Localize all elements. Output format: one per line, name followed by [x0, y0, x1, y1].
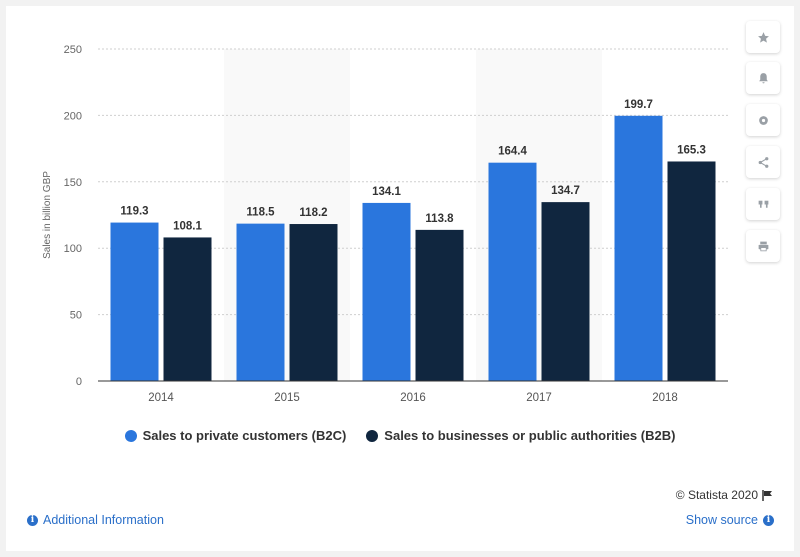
value-label-b2b-2015: 118.2 [299, 207, 327, 219]
bar-b2c-2015 [236, 223, 285, 381]
bar-chart: 0 50 100 150 200 250 Sales in billion GBP 119… [42, 44, 728, 404]
value-label-b2c-2015: 118.5 [246, 207, 275, 219]
legend-swatch-b2b [366, 429, 379, 442]
show-source-link[interactable]: Show source i [686, 513, 774, 527]
print-icon [758, 241, 768, 251]
bar-b2c-2017 [488, 162, 537, 381]
legend-item-b2b[interactable]: Sales to businesses or public authoritie… [366, 428, 675, 443]
y-tick-label-100: 100 [64, 243, 82, 255]
bar-b2c-2016 [362, 202, 411, 381]
info-icon: i [27, 514, 38, 526]
x-tick-label-2017: 2017 [526, 392, 552, 404]
x-axis-ticks: 2014 2015 2016 2017 2018 [148, 392, 678, 404]
y-tick-label-200: 200 [64, 110, 82, 122]
legend-label-b2c: Sales to private customers (B2C) [142, 428, 347, 443]
notification-button[interactable] [746, 62, 780, 94]
legend-swatch-b2c [124, 429, 137, 442]
value-label-b2c-2014: 119.3 [120, 206, 148, 218]
value-label-b2b-2017: 134.7 [551, 185, 580, 197]
bars [110, 115, 716, 381]
bar-b2b-2015 [289, 224, 338, 381]
bar-b2b-2016 [415, 229, 464, 381]
bar-b2b-2018 [667, 161, 716, 381]
share-button[interactable] [746, 146, 780, 178]
legend-item-b2c[interactable]: Sales to private customers (B2C) [124, 428, 347, 443]
quote-icon [758, 200, 768, 208]
value-label-b2b-2016: 113.8 [425, 213, 454, 225]
cite-button[interactable] [746, 188, 780, 220]
additional-information-link[interactable]: i Additional Information [27, 513, 164, 527]
info-icon: i [763, 514, 774, 526]
y-tick-label-250: 250 [64, 44, 82, 56]
legend: Sales to private customers (B2C) Sales t… [0, 428, 800, 443]
credit-text: © Statista 2020 [675, 488, 758, 502]
x-tick-label-2014: 2014 [148, 392, 174, 404]
additional-information-label: Additional Information [43, 513, 164, 527]
settings-button[interactable] [746, 104, 780, 136]
legend-label-b2b: Sales to businesses or public authoritie… [384, 428, 676, 443]
share-icon [758, 156, 768, 168]
statista-credit[interactable]: © Statista 2020 [676, 488, 774, 502]
bar-b2c-2018 [614, 115, 663, 381]
favorite-button[interactable] [746, 21, 780, 53]
y-axis-ticks: 0 50 100 150 200 250 [64, 44, 82, 388]
bar-b2b-2014 [163, 237, 212, 381]
print-button[interactable] [746, 230, 780, 262]
y-tick-label-50: 50 [70, 310, 82, 322]
x-tick-label-2018: 2018 [652, 392, 678, 404]
y-tick-label-0: 0 [76, 376, 82, 388]
value-label-b2c-2018: 199.7 [624, 99, 653, 111]
x-tick-label-2015: 2015 [274, 392, 300, 404]
y-tick-label-150: 150 [64, 177, 82, 189]
bell-icon [758, 72, 768, 83]
gear-icon [758, 115, 768, 125]
value-labels: 119.3 108.1 118.5 118.2 134.1 113.8 164.4 134.7… [120, 99, 705, 233]
show-source-label: Show source [685, 513, 758, 527]
star-icon [757, 31, 769, 43]
value-label-b2b-2018: 165.3 [677, 144, 706, 156]
value-label-b2c-2016: 134.1 [372, 186, 401, 198]
x-tick-label-2016: 2016 [400, 392, 426, 404]
bar-b2b-2017 [541, 202, 590, 381]
value-label-b2b-2014: 108.1 [173, 220, 202, 232]
flag-icon [762, 489, 772, 501]
value-label-b2c-2017: 164.4 [498, 146, 527, 158]
y-axis-label: Sales in billion GBP [42, 171, 53, 259]
bar-b2c-2014 [110, 222, 159, 381]
